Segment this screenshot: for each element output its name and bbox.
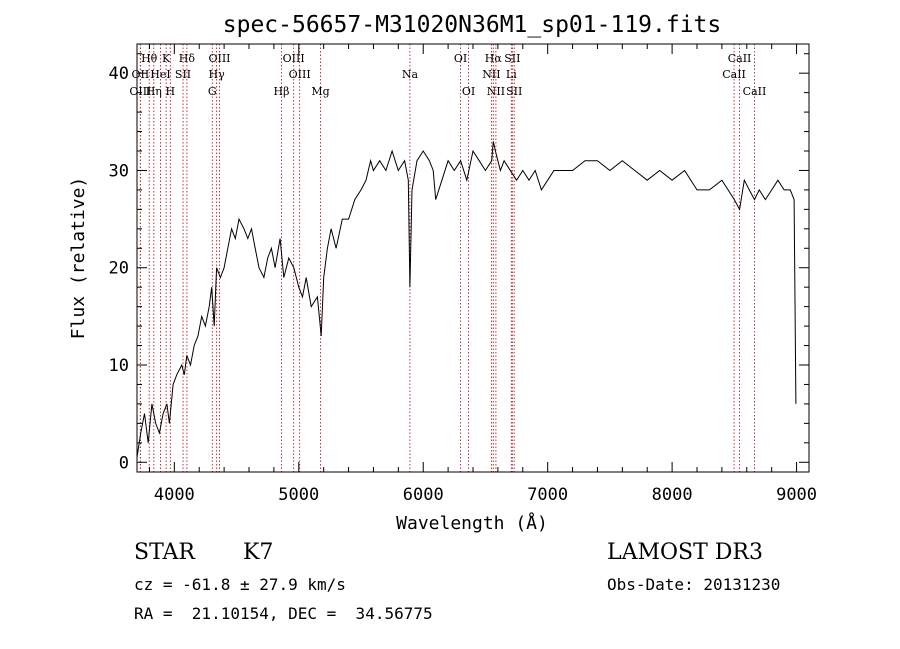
x-tick-label-1: 5000 xyxy=(278,485,319,505)
object-type: STAR xyxy=(134,540,195,565)
marker-label-18: OI xyxy=(462,85,475,98)
marker-label-24: SII xyxy=(506,85,522,98)
marker-label-3: Hη xyxy=(146,85,162,98)
x-tick-label-0: 4000 xyxy=(154,485,195,505)
marker-label-15: Mg xyxy=(311,85,329,98)
marker-label-14: OIII xyxy=(289,68,311,81)
marker-label-13: OIII xyxy=(283,52,305,65)
marker-label-16: Na xyxy=(402,68,419,81)
marker-label-22: SII xyxy=(504,52,520,65)
line-markers xyxy=(139,44,755,472)
x-tick-label-2: 6000 xyxy=(403,485,444,505)
marker-label-20: NII xyxy=(482,68,500,81)
marker-label-10: Hγ xyxy=(209,68,226,81)
marker-label-2: OIII xyxy=(129,85,151,98)
x-tick-label-3: 7000 xyxy=(527,485,568,505)
marker-label-19: Hα xyxy=(485,52,503,65)
x-axis-label: Wavelength (Å) xyxy=(396,512,548,534)
marker-label-4: HeI xyxy=(150,68,170,81)
marker-label-5: K xyxy=(162,52,171,65)
observation-date: Obs-Date: 20131230 xyxy=(607,575,781,594)
y-tick-label-4: 40 xyxy=(109,64,129,84)
spectrum-line xyxy=(136,141,797,458)
marker-label-23: Li xyxy=(506,68,517,81)
marker-label-1: OII xyxy=(132,68,150,81)
redshift-velocity: cz = -61.8 ± 27.9 km/s xyxy=(134,575,346,594)
y-axis-label: Flux (relative) xyxy=(68,177,89,340)
x-axis-ticks: 4000 5000 6000 7000 8000 9000 xyxy=(148,44,817,505)
y-tick-label-2: 20 xyxy=(109,259,129,279)
marker-label-8: Hδ xyxy=(179,52,196,65)
plot-frame xyxy=(136,43,810,473)
x-tick-label-4: 8000 xyxy=(652,485,693,505)
marker-label-26: CaII xyxy=(722,68,746,81)
x-tick-label-5: 9000 xyxy=(776,485,817,505)
y-axis-ticks: 0 10 20 30 40 xyxy=(109,53,809,473)
coordinates: RA = 21.10154, DEC = 34.56775 xyxy=(134,604,433,623)
marker-label-17: OI xyxy=(454,52,467,65)
subclass: K7 xyxy=(243,540,274,565)
marker-label-0: Hθ xyxy=(141,52,158,65)
marker-label-27: CaII xyxy=(743,85,767,98)
marker-label-11: G xyxy=(208,85,217,98)
marker-label-21: NII xyxy=(487,85,505,98)
chart-title: spec-56657-M31020N36M1_sp01-119.fits xyxy=(223,12,722,38)
marker-label-25: CaII xyxy=(728,52,752,65)
marker-label-12: Hβ xyxy=(274,85,290,98)
y-tick-label-0: 0 xyxy=(119,453,129,473)
marker-label-9: OIII xyxy=(208,52,230,65)
y-tick-label-1: 10 xyxy=(109,356,129,376)
spectrum-chart: spec-56657-M31020N36M1_sp01-119.fits Hθ O… xyxy=(68,12,817,534)
y-tick-label-3: 30 xyxy=(109,161,129,181)
marker-label-6: SII xyxy=(175,68,191,81)
marker-label-7: H xyxy=(166,85,176,98)
survey-name: LAMOST DR3 xyxy=(607,540,763,565)
